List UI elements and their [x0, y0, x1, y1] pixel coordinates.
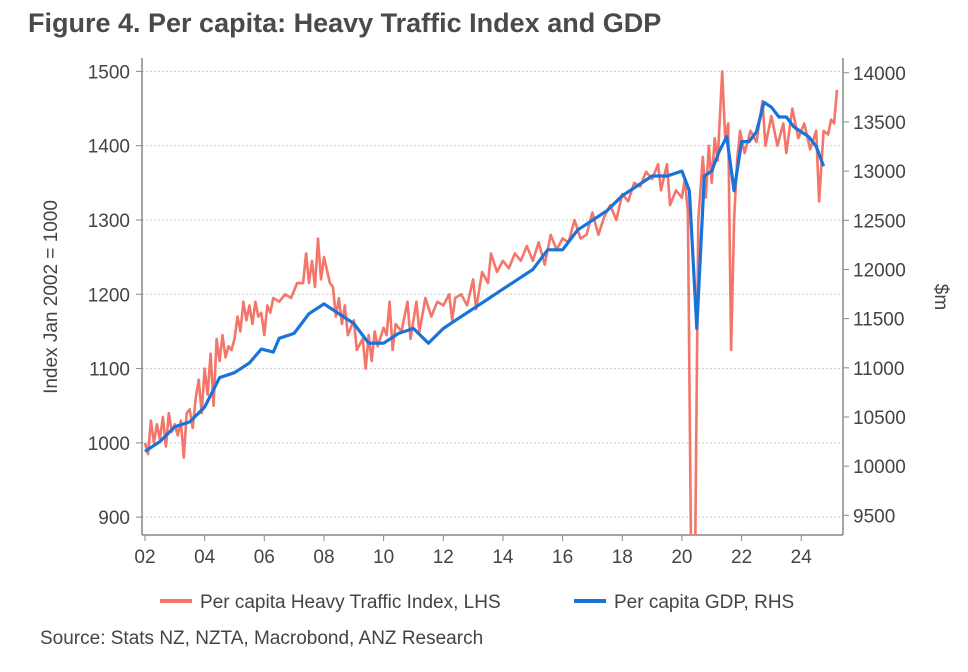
- x-tick-label: 06: [254, 547, 275, 568]
- y-axis-label: Index Jan 2002 = 1000: [41, 200, 62, 394]
- tick-labels: 900 1000 1100 1200 1300 1400 1500 9500 10000 1050…: [88, 62, 906, 568]
- x-tick-label: 22: [731, 547, 752, 568]
- y2-tick-label: 9500: [853, 506, 895, 527]
- y-tick-label: 1000: [88, 434, 130, 455]
- y2-tick-label: 11500: [853, 310, 904, 331]
- y2-tick-label: 12500: [853, 211, 906, 232]
- traffic-index-line: [143, 70, 839, 535]
- y2-tick-label: 14000: [853, 64, 906, 85]
- y2-tick-label: 13500: [853, 113, 906, 134]
- y2-tick-label: 10500: [853, 408, 906, 429]
- y-tick-label: 1400: [88, 137, 130, 158]
- y2-tick-label: 12000: [853, 260, 906, 281]
- y2-tick-label: 10000: [853, 457, 906, 478]
- x-tick-label: 12: [433, 547, 454, 568]
- x-tick-label: 04: [194, 547, 216, 568]
- y-tick-label: 1500: [88, 62, 130, 83]
- x-tick-label: 18: [612, 547, 633, 568]
- source-note: Source: Stats NZ, NZTA, Macrobond, ANZ R…: [40, 628, 484, 649]
- x-tick-label: 08: [313, 547, 334, 568]
- y2-tick-label: 13000: [853, 162, 906, 183]
- y-tick-label: 1300: [88, 211, 130, 232]
- series-lines: [143, 70, 839, 535]
- x-tick-label: 24: [791, 547, 813, 568]
- legend: Per capita Heavy Traffic Index, LHS Per …: [160, 592, 794, 613]
- chart-title: Figure 4. Per capita: Heavy Traffic Inde…: [28, 8, 662, 38]
- x-tick-label: 16: [552, 547, 573, 568]
- x-tick-label: 10: [373, 547, 394, 568]
- legend-label-gdp: Per capita GDP, RHS: [614, 592, 794, 613]
- x-tick-label: 14: [492, 547, 514, 568]
- y2-tick-label: 11000: [853, 359, 904, 380]
- x-tick-label: 02: [134, 547, 155, 568]
- y-tick-label: 1100: [89, 360, 130, 381]
- y2-axis-label: $m: [930, 284, 951, 310]
- gridlines: [142, 70, 843, 518]
- y-tick-label: 1200: [88, 285, 130, 306]
- legend-label-traffic: Per capita Heavy Traffic Index, LHS: [200, 592, 501, 613]
- x-tick-label: 20: [671, 547, 692, 568]
- gdp-line: [144, 100, 826, 453]
- y-tick-label: 900: [98, 508, 130, 529]
